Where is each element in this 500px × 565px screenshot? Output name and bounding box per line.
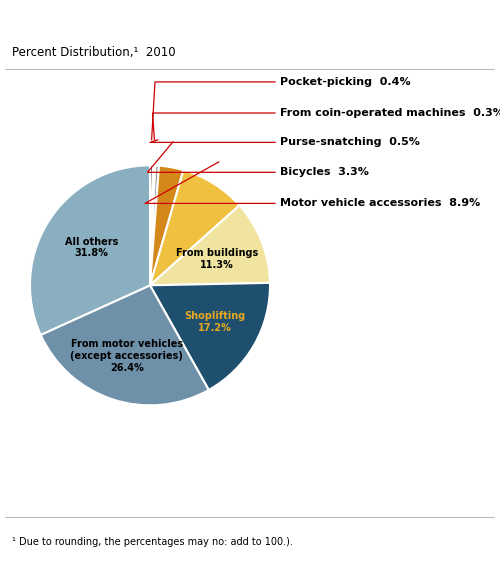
Text: Percent Distribution,¹  2010: Percent Distribution,¹ 2010 [12,46,176,59]
Text: All others
31.8%: All others 31.8% [65,237,118,258]
Text: Motor vehicle accessories  8.9%: Motor vehicle accessories 8.9% [280,198,480,208]
Text: From coin-operated machines  0.3%: From coin-operated machines 0.3% [280,108,500,118]
Text: Pocket-picking  0.4%: Pocket-picking 0.4% [280,77,410,87]
Text: Purse-snatching  0.5%: Purse-snatching 0.5% [280,137,420,147]
Text: Larceny-theft Figure: Larceny-theft Figure [12,16,190,32]
Text: From motor vehicles
(except accessories)
26.4%: From motor vehicles (except accessories)… [70,340,183,373]
Text: From buildings
11.3%: From buildings 11.3% [176,248,258,270]
Wedge shape [150,170,240,285]
Wedge shape [150,166,153,285]
Wedge shape [150,283,270,390]
Wedge shape [150,166,156,285]
Wedge shape [40,285,208,405]
Wedge shape [30,166,150,335]
Wedge shape [150,166,184,285]
Text: ¹ Due to rounding, the percentages may no: add to 100.).: ¹ Due to rounding, the percentages may n… [12,537,293,547]
Wedge shape [150,166,159,285]
Wedge shape [150,205,270,285]
Text: Bicycles  3.3%: Bicycles 3.3% [280,167,369,177]
Text: Shoplifting
17.2%: Shoplifting 17.2% [184,311,245,333]
